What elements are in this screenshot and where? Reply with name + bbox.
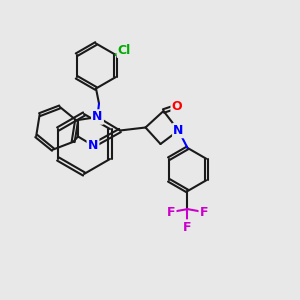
Text: F: F xyxy=(200,206,208,219)
Text: N: N xyxy=(173,124,184,137)
Text: N: N xyxy=(88,139,98,152)
Text: N: N xyxy=(92,110,103,124)
Text: F: F xyxy=(183,220,192,234)
Text: Cl: Cl xyxy=(118,44,131,57)
Text: O: O xyxy=(172,100,182,113)
Text: F: F xyxy=(167,206,175,219)
